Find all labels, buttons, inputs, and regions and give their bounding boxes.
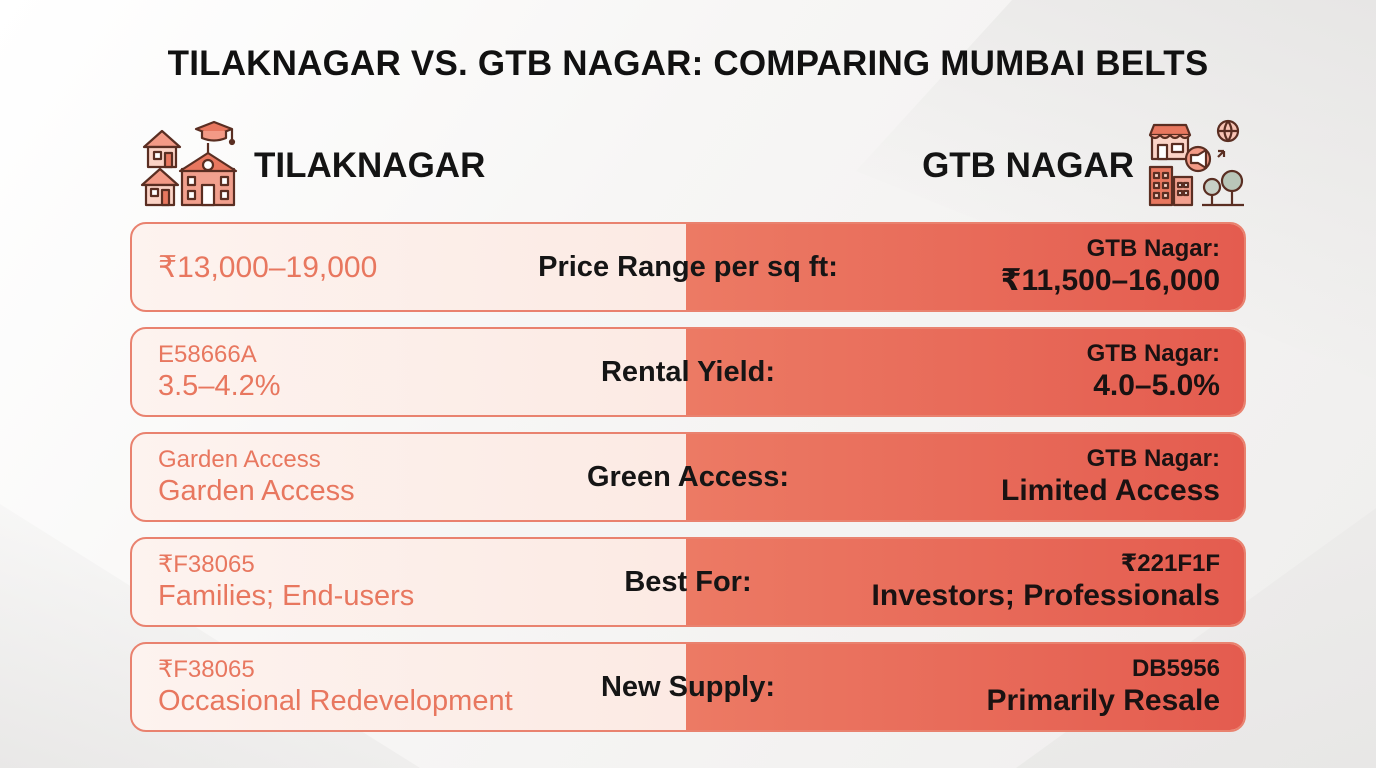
gtb-nagar-heading: GTB NAGAR (922, 119, 1246, 214)
tilaknagar-value: E58666A 3.5–4.2% (158, 329, 281, 415)
tilaknagar-value-text: Garden Access (158, 475, 355, 507)
tilaknagar-value: ₹13,000–19,000 (158, 224, 377, 310)
gtb-nagar-value: GTB Nagar: Limited Access (1001, 434, 1220, 520)
comparison-row-new-supply: ₹F38065 Occasional Redevelopment New Sup… (130, 642, 1246, 732)
comparison-row-best-for: ₹F38065 Families; End-users Best For: ₹2… (130, 537, 1246, 627)
tilaknagar-value: ₹F38065 Families; End-users (158, 539, 414, 625)
houses-school-icon (140, 119, 240, 214)
row-right-panel (686, 224, 1244, 310)
gtb-nagar-value-caption: GTB Nagar: (1086, 445, 1220, 472)
shop-city-trees-icon (1146, 119, 1246, 214)
tilaknagar-value-text: ₹13,000–19,000 (158, 250, 378, 284)
gtb-nagar-value: ₹221F1F Investors; Professionals (872, 539, 1220, 625)
tilaknagar-value: ₹F38065 Occasional Redevelopment (158, 644, 513, 730)
gtb-nagar-value-caption: ₹221F1F (1120, 550, 1220, 577)
page-title: TILAKNAGAR VS. GTB NAGAR: COMPARING MUMB… (167, 44, 1209, 83)
gtb-nagar-value-caption: GTB Nagar: (1086, 340, 1220, 367)
comparison-row-price: ₹13,000–19,000 Price Range per sq ft: GT… (130, 222, 1246, 312)
gtb-nagar-value: GTB Nagar: 4.0–5.0% (1087, 329, 1220, 415)
tilaknagar-value-text: 3.5–4.2% (158, 370, 281, 402)
row-right-panel (686, 644, 1244, 730)
gtb-nagar-value-text: ₹11,500–16,000 (1000, 264, 1220, 297)
comparison-row-green-access: Garden Access Garden Access Green Access… (130, 432, 1246, 522)
comparison-row-rental-yield: E58666A 3.5–4.2% Rental Yield: GTB Nagar… (130, 327, 1246, 417)
tilaknagar-value-caption: Garden Access (158, 446, 321, 473)
tilaknagar-value-caption: E58666A (158, 341, 257, 368)
tilaknagar-value-caption: ₹F38065 (158, 656, 255, 683)
gtb-nagar-value-caption: GTB Nagar: (1086, 235, 1220, 262)
row-right-panel (686, 434, 1244, 520)
tilaknagar-value-caption: ₹F38065 (158, 551, 255, 578)
comparison-table: ₹13,000–19,000 Price Range per sq ft: GT… (130, 222, 1246, 747)
row-label: Rental Yield: (600, 355, 776, 388)
tilaknagar-value-text: Occasional Redevelopment (158, 685, 513, 717)
gtb-nagar-value: DB5956 Primarily Resale (987, 644, 1220, 730)
tilaknagar-value-text: Families; End-users (158, 580, 415, 612)
gtb-nagar-value-text: 4.0–5.0% (1093, 369, 1220, 402)
row-right-panel (686, 329, 1244, 415)
gtb-nagar-value-text: Investors; Professionals (871, 579, 1220, 612)
gtb-nagar-value-text: Limited Access (1001, 474, 1220, 507)
tilaknagar-title: TILAKNAGAR (254, 146, 486, 185)
tilaknagar-value: Garden Access Garden Access (158, 434, 355, 520)
gtb-nagar-value-text: Primarily Resale (986, 684, 1220, 717)
gtb-nagar-value-caption: DB5956 (1131, 655, 1220, 682)
gtb-nagar-value: GTB Nagar: ₹11,500–16,000 (1001, 224, 1220, 310)
gtb-nagar-title: GTB NAGAR (922, 146, 1134, 185)
row-right-panel (686, 539, 1244, 625)
tilaknagar-heading: TILAKNAGAR (140, 120, 485, 212)
